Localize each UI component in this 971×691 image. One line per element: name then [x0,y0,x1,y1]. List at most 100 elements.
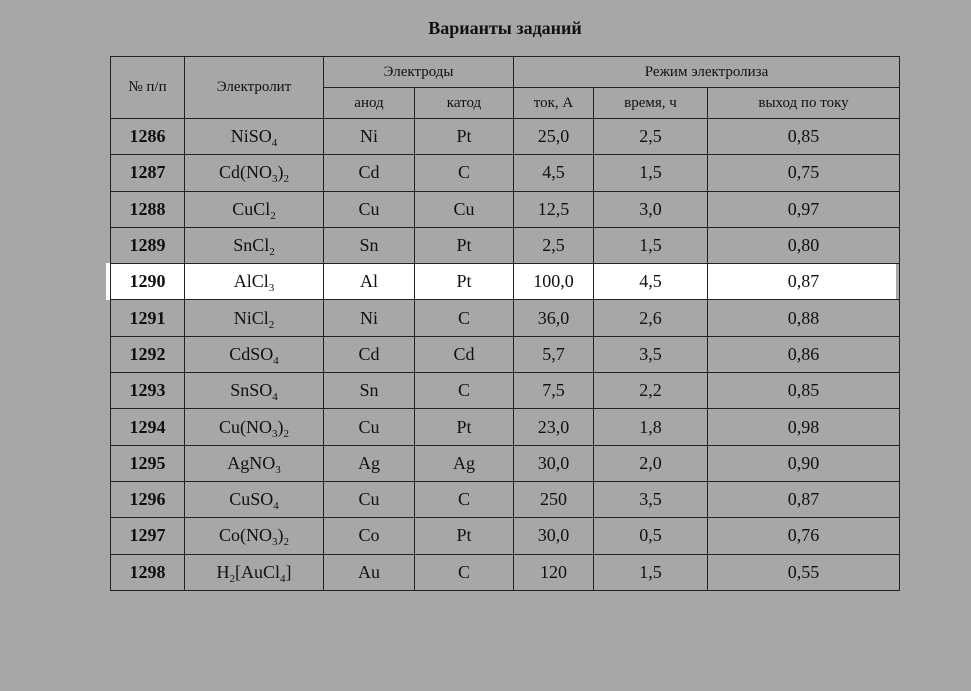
formula-subscript: 2 [283,427,290,440]
cell-electrolyte: Cd(NO3)2 [184,154,324,192]
cell-current: 120 [513,553,594,591]
cell-current: 7,5 [513,372,594,410]
formula-part: NiCl [233,307,269,328]
table-row: 1287 Cd(NO3)2 Cd C 4,5 1,5 0,75 [110,154,901,192]
cell-anode: Cu [323,408,415,446]
cell-num: 1290 [110,263,185,301]
table-row: 1296 CuSO4 Cu C 250 3,5 0,87 [110,480,901,519]
formula-subscript: 4 [271,137,278,150]
page-title: Варианты заданий [428,18,582,38]
formula-subscript: 4 [273,500,279,513]
formula-part: CuSO [229,489,274,510]
cell-cathode: Pt [414,517,514,555]
cell-current: 30,0 [513,517,594,555]
cell-cathode: C [414,480,514,519]
cell-time: 0,5 [593,517,708,555]
header-yield: выход по току [706,87,901,119]
cell-anode: Sn [323,226,415,265]
formula-subscript: 3 [272,536,278,549]
table-row: 1298 H2[AuCl4] Au C 120 1,5 0,55 [110,553,901,591]
cell-yield: 0,85 [706,117,901,156]
formula-part: ) [277,416,284,437]
cell-anode: Cu [323,190,415,228]
table-row: 1294 Cu(NO3)2 Cu Pt 23,0 1,8 0,98 [110,408,901,446]
cell-current: 5,7 [513,335,594,374]
cell-electrolyte: Cu(NO3)2 [184,408,324,446]
table-row: 1293 SnSO4 Sn C 7,5 2,2 0,85 [110,372,901,410]
cell-electrolyte: H2[AuCl4] [184,553,324,591]
cell-time: 2,2 [593,372,708,410]
formula-subscript: 2 [283,536,290,549]
formula-part: CuCl [232,198,271,219]
cell-anode: Cd [323,335,415,374]
cell-electrolyte: AlCl3 [184,263,324,301]
cell-anode: Ag [323,444,415,482]
cell-num: 1289 [110,226,185,265]
table-row: 1292 CdSO4 Cd Cd 5,7 3,5 0,86 [110,335,901,374]
cell-time: 2,6 [593,299,708,337]
cell-yield: 0,90 [706,444,901,482]
formula-part: Cd(NO [219,162,272,183]
cell-yield: 0,87 [706,263,901,301]
cell-electrolyte: NiCl2 [184,299,324,337]
cell-yield: 0,88 [706,299,901,337]
cell-time: 2,5 [593,117,708,156]
cell-current: 30,0 [513,444,594,482]
formula-part: SO [248,126,272,147]
cell-current: 100,0 [513,263,594,301]
formula-subscript: 3 [268,282,275,295]
header-anode: анод [323,87,415,119]
formula-subscript: 3 [272,427,278,440]
cell-cathode: C [414,154,514,192]
cell-num: 1296 [110,480,185,519]
formula-part: ] [285,561,292,582]
formula-part: H [216,561,230,582]
cell-cathode: C [414,372,514,410]
cell-num: 1287 [110,154,185,192]
cell-cathode: Pt [414,117,514,156]
formula-part: Co(NO [219,525,272,546]
cell-num: 1291 [110,299,185,337]
cell-time: 3,5 [593,335,708,374]
header-cathode: катод [414,87,514,119]
formula-subscript: 4 [273,354,279,367]
cell-num: 1292 [110,335,185,374]
cell-anode: Ni [323,299,415,337]
cell-electrolyte: Co(NO3)2 [184,517,324,555]
cell-time: 4,5 [593,263,708,301]
cell-current: 23,0 [513,408,594,446]
cell-time: 2,0 [593,444,708,482]
cell-num: 1298 [110,553,185,591]
cell-cathode: Pt [414,263,514,301]
formula-subscript: 2 [229,572,236,585]
cell-yield: 0,55 [706,553,901,591]
formula-part: AlCl [233,271,269,292]
formula-part: ) [277,162,284,183]
formula-subscript: 3 [272,173,278,186]
cell-num: 1297 [110,517,185,555]
header-electrolyte: Электролит [184,56,324,119]
cell-current: 2,5 [513,226,594,265]
cell-yield: 0,86 [706,335,901,374]
variants-table: № п/п Электролит Электроды Режим электро… [110,56,901,591]
cell-cathode: C [414,299,514,337]
formula-subscript: 2 [270,209,276,222]
cell-electrolyte: SnCl2 [184,226,324,265]
formula-part: SnSO [230,380,273,401]
cell-num: 1286 [110,117,185,156]
cell-current: 25,0 [513,117,594,156]
cell-electrolyte: AgNO3 [184,444,324,482]
cell-yield: 0,85 [706,372,901,410]
cell-anode: Ni [323,117,415,156]
table-row: 1286 NiSO4 Ni Pt 25,0 2,5 0,85 [110,117,901,156]
formula-subscript: 4 [280,572,286,585]
cell-cathode: Pt [414,226,514,265]
cell-current: 12,5 [513,190,594,228]
cell-yield: 0,98 [706,408,901,446]
cell-anode: Sn [323,372,415,410]
cell-anode: Al [323,263,415,301]
formula-part: ) [277,525,284,546]
cell-num: 1288 [110,190,185,228]
table-row-highlighted: 1290 AlCl3 Al Pt 100,0 4,5 0,87 [110,263,901,301]
table-row: 1297 Co(NO3)2 Co Pt 30,0 0,5 0,76 [110,517,901,555]
